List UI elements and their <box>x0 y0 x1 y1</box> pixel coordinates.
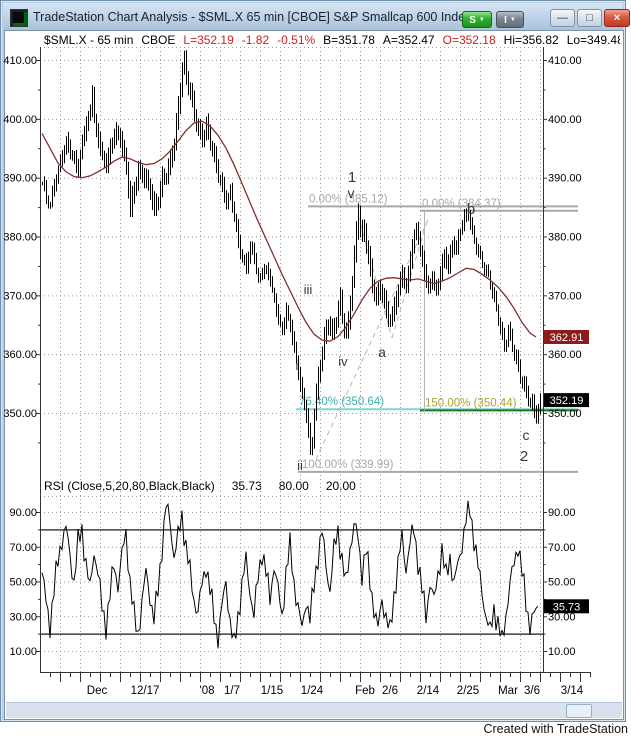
quote-field: Hi=356.82 <box>503 33 559 47</box>
quote-field: L=352.19 <box>183 33 234 47</box>
rsi-value: 20.00 <box>325 479 356 493</box>
rsi-value: 35.73 <box>231 479 262 493</box>
chevron-down-icon: ▼ <box>509 17 516 23</box>
horizontal-scrollbar[interactable] <box>6 702 622 718</box>
quote-field: CBOE <box>141 33 176 47</box>
maximize-button[interactable]: □ <box>577 9 602 27</box>
chevron-down-icon: ▼ <box>478 17 485 23</box>
close-button[interactable]: × <box>604 9 630 27</box>
quote-field: $SML.X - 65 min <box>44 33 134 47</box>
status-button-label: S <box>469 15 476 26</box>
rsi-header-row: RSI (Close,5,20,80,Black,Black) 35.73 80.0… <box>44 479 584 494</box>
titlebar[interactable]: TradeStation Chart Analysis - $SML.X 65 … <box>3 3 630 30</box>
quote-field: O=352.18 <box>442 33 496 47</box>
quote-field: B=351.78 <box>323 33 375 47</box>
quote-field: -0.51% <box>277 33 316 47</box>
window-title: TradeStation Chart Analysis - $SML.X 65 … <box>33 10 472 24</box>
chart-client-area[interactable] <box>4 30 624 720</box>
tradestation-window: TradeStation Chart Analysis - $SML.X 65 … <box>0 0 630 722</box>
minimize-icon: — <box>557 12 568 24</box>
close-icon: × <box>613 12 621 24</box>
footer-credit: Created with TradeStation <box>483 722 628 736</box>
quote-field: Lo=349.48 <box>566 33 620 47</box>
maximize-icon: □ <box>586 12 593 24</box>
indicator-button[interactable]: I ▼ <box>496 11 524 28</box>
quote-field: A=352.47 <box>382 33 435 47</box>
quote-status-row: $SML.X - 65 min CBOE L=352.19 -1.82 -0.51% B=… <box>44 33 620 48</box>
indicator-button-label: I <box>504 15 507 26</box>
rsi-label: RSI (Close,5,20,80,Black,Black) <box>44 479 215 493</box>
scrollbar-button[interactable] <box>566 704 592 718</box>
app-icon <box>10 9 28 27</box>
status-button[interactable]: S ▼ <box>462 11 492 28</box>
rsi-value: 80.00 <box>278 479 309 493</box>
quote-field: -1.82 <box>241 33 270 47</box>
minimize-button[interactable]: — <box>550 9 575 27</box>
